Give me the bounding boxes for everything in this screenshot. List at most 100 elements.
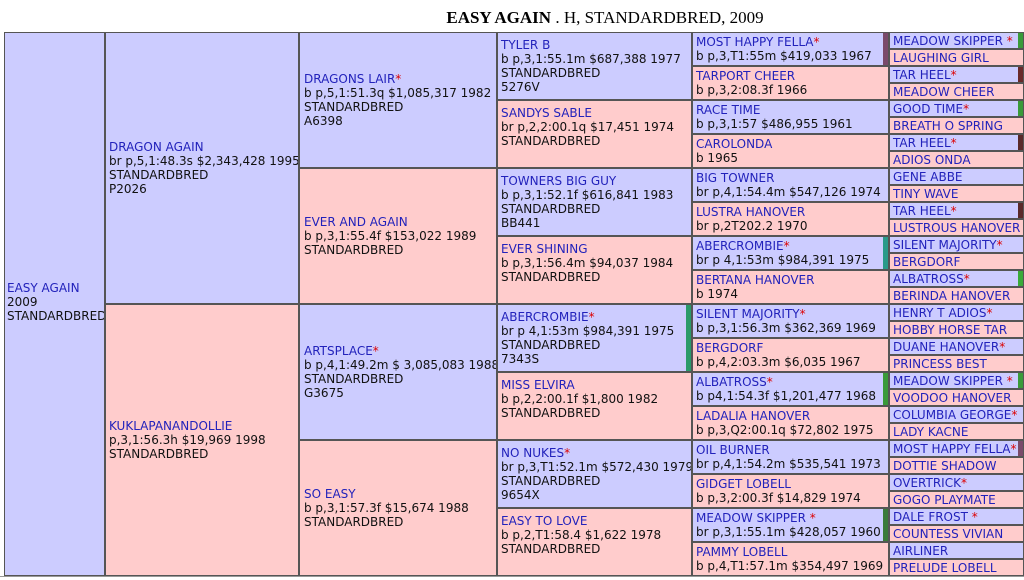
horse-link[interactable]: MISS ELVIRA (501, 378, 658, 392)
horse-link[interactable]: EASY TO LOVE (501, 514, 661, 528)
color-marker (1018, 67, 1023, 82)
horse-link[interactable]: MOST HAPPY FELLA* (696, 35, 872, 49)
horse-link[interactable]: ABERCROMBIE* (696, 239, 869, 253)
horse-detail: b p,3,1:57.3f $15,674 1988 (304, 501, 469, 515)
horse-link[interactable]: PRELUDE LOBELL (893, 561, 997, 575)
horse-link[interactable]: LADY KACNE (893, 425, 969, 439)
horse-link[interactable]: COLUMBIA GEORGE* (893, 408, 1017, 422)
horse-link[interactable]: OVERTRICK* (893, 476, 967, 490)
horse-link[interactable]: GIDGET LOBELL (696, 477, 861, 491)
horse-link[interactable]: MEADOW CHEER (893, 85, 994, 99)
horse-link[interactable]: BERINDA HANOVER (893, 289, 1010, 303)
horse-name: EASY AGAIN (446, 8, 552, 27)
horse-link[interactable]: GENE ABBE (893, 170, 963, 184)
horse-name: ALBATROSS (696, 375, 767, 389)
horse-link[interactable]: COUNTESS VIVIAN (893, 527, 1003, 541)
horse-link[interactable]: TOWNERS BIG GUY (501, 174, 673, 188)
pedigree-cell: VOODOO HANOVER (889, 389, 1024, 406)
star-marker: * (971, 510, 978, 524)
horse-link[interactable]: MEADOW SKIPPER * (893, 34, 1013, 48)
star-marker: * (963, 102, 970, 116)
horse-link[interactable]: EVER SHINING (501, 242, 673, 256)
star-marker: * (996, 238, 1003, 252)
pedigree-chart: EASY AGAIN 2009 STANDARDBRED DRAGON AGAIN br… (4, 32, 1024, 576)
pedigree-cell: DUANE HANOVER* (889, 338, 1024, 355)
pedigree-cell: MEADOW SKIPPER * (889, 372, 1024, 389)
horse-link[interactable]: SANDYS SABLE (501, 106, 674, 120)
cell-content: TAR HEEL* (893, 136, 957, 150)
horse-link[interactable]: TAR HEEL* (893, 136, 957, 150)
horse-link[interactable]: VOODOO HANOVER (893, 391, 1011, 405)
horse-link[interactable]: BIG TOWNER (696, 171, 881, 185)
cell-content: BIG TOWNER br p,4,1:54.4m $547,126 1974 (696, 171, 881, 199)
cell-content: BERGDORF (893, 255, 960, 269)
horse-link[interactable]: LAUGHING GIRL (893, 51, 989, 65)
horse-link[interactable]: OIL BURNER (696, 443, 881, 457)
horse-link[interactable]: LADALIA HANOVER (696, 409, 874, 423)
horse-link[interactable]: LUSTRA HANOVER (696, 205, 807, 219)
horse-link[interactable]: ALBATROSS* (696, 375, 876, 389)
horse-link[interactable]: DUANE HANOVER* (893, 340, 1005, 354)
horse-link[interactable]: GOGO PLAYMATE (893, 493, 996, 507)
horse-link[interactable]: GOOD TIME* (893, 102, 969, 116)
color-marker (686, 305, 691, 371)
horse-link[interactable]: CAROLONDA (696, 137, 772, 151)
star-marker: * (372, 344, 379, 358)
horse-link[interactable]: SILENT MAJORITY* (893, 238, 1003, 252)
horse-link[interactable]: TYLER B (501, 38, 681, 52)
horse-link[interactable]: PAMMY LOBELL (696, 545, 883, 559)
horse-link[interactable]: KUKLAPANANDOLLIE (109, 419, 266, 433)
horse-detail: 5276V (501, 80, 540, 94)
horse-link[interactable]: NO NUKES* (501, 446, 691, 460)
star-marker: * (783, 239, 790, 253)
horse-detail: 2009 (7, 295, 38, 309)
cell-content: LUSTROUS HANOVER (893, 221, 1020, 235)
horse-detail: STANDARDBRED (304, 100, 404, 114)
horse-link[interactable]: BERGDORF (893, 255, 960, 269)
horse-link[interactable]: SILENT MAJORITY* (696, 307, 876, 321)
horse-detail: br p 4,1:53m $984,391 1975 (696, 253, 870, 267)
pedigree-cell: ABERCROMBIE* br p 4,1:53m $984,391 1975 (692, 236, 889, 270)
horse-link[interactable]: ARTSPLACE* (304, 344, 496, 358)
horse-link[interactable]: MEADOW SKIPPER * (893, 374, 1013, 388)
horse-link[interactable]: TAR HEEL* (893, 204, 957, 218)
horse-link[interactable]: DRAGONS LAIR* (304, 72, 491, 86)
horse-link[interactable]: EVER AND AGAIN (304, 215, 476, 229)
pedigree-cell: OIL BURNER br p,4,1:54.2m $535,541 1973 (692, 440, 889, 474)
horse-link[interactable]: AIRLINER (893, 544, 948, 558)
horse-link[interactable]: DALE FROST * (893, 510, 978, 524)
horse-link[interactable]: HOBBY HORSE TAR (893, 323, 1007, 337)
horse-link[interactable]: PRINCESS BEST (893, 357, 987, 371)
horse-link[interactable]: DOTTIE SHADOW (893, 459, 996, 473)
horse-link[interactable]: TARPORT CHEER (696, 69, 807, 83)
horse-name: TAR HEEL (893, 136, 951, 150)
horse-name: DRAGON AGAIN (109, 140, 204, 154)
pedigree-cell: BERINDA HANOVER (889, 287, 1024, 304)
pedigree-cell: CAROLONDA b 1965 (692, 134, 889, 168)
horse-link[interactable]: ADIOS ONDA (893, 153, 971, 167)
pedigree-cell: MEADOW SKIPPER * br p,3,1:55.1m $428,057 … (692, 508, 889, 542)
horse-link[interactable]: MOST HAPPY FELLA* (893, 442, 1017, 456)
horse-link[interactable]: DRAGON AGAIN (109, 140, 298, 154)
horse-name: PAMMY LOBELL (696, 545, 788, 559)
cell-content: GOGO PLAYMATE (893, 493, 996, 507)
cell-content: DRAGON AGAIN br p,5,1:48.3s $2,343,428 19… (109, 140, 298, 196)
horse-link[interactable]: BERTANA HANOVER (696, 273, 814, 287)
horse-link[interactable]: RACE TIME (696, 103, 853, 117)
horse-link[interactable]: EASY AGAIN (7, 281, 104, 295)
horse-link[interactable]: ALBATROSS* (893, 272, 970, 286)
horse-link[interactable]: TAR HEEL* (893, 68, 957, 82)
horse-link[interactable]: SO EASY (304, 487, 469, 501)
horse-name: EVER SHINING (501, 242, 588, 256)
horse-link[interactable]: ABERCROMBIE* (501, 310, 674, 324)
horse-link[interactable]: HENRY T ADIOS* (893, 306, 993, 320)
horse-link[interactable]: LUSTROUS HANOVER (893, 221, 1020, 235)
horse-detail: p,3,1:56.3h $19,969 1998 (109, 433, 266, 447)
horse-link[interactable]: BREATH O SPRING (893, 119, 1003, 133)
horse-name: SILENT MAJORITY (893, 238, 997, 252)
horse-link[interactable]: TINY WAVE (893, 187, 958, 201)
horse-name: LADY KACNE (893, 425, 969, 439)
horse-detail: b p,3,1:57 $486,955 1961 (696, 117, 853, 131)
horse-link[interactable]: MEADOW SKIPPER * (696, 511, 881, 525)
horse-link[interactable]: BERGDORF (696, 341, 861, 355)
